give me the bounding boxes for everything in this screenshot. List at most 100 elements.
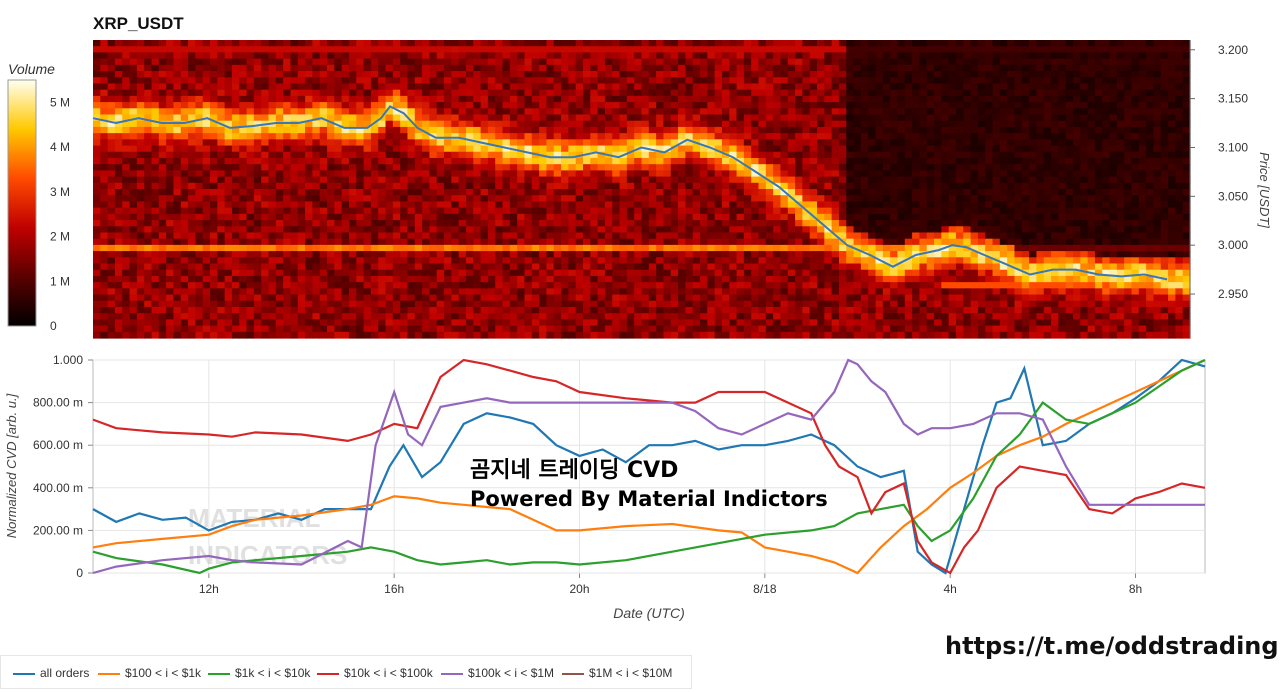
heatmap-cell — [253, 139, 262, 147]
heatmap-cell — [831, 282, 840, 289]
heatmap-cell — [407, 164, 416, 171]
heatmap-cell — [217, 164, 226, 171]
heatmap-cell — [451, 269, 460, 277]
heatmap-cell — [736, 319, 745, 327]
heatmap-cell — [656, 46, 665, 54]
heatmap-cell — [568, 95, 577, 103]
heatmap-cell — [648, 126, 657, 134]
heatmap-cell — [224, 201, 233, 209]
heatmap-cell — [780, 145, 789, 153]
heatmap-cell — [780, 120, 789, 128]
heatmap-cell — [692, 195, 701, 203]
heatmap-cell — [231, 58, 240, 66]
heatmap-cell — [195, 157, 204, 165]
heatmap-cell — [604, 114, 613, 122]
heatmap-cell — [217, 95, 226, 103]
heatmap-cell — [275, 145, 284, 153]
heatmap-cell — [458, 102, 467, 109]
heatmap-cell — [414, 226, 423, 234]
heatmap-cell — [93, 58, 101, 66]
heatmap-cell — [648, 133, 657, 140]
heatmap-cell — [100, 120, 109, 128]
heatmap-cell — [356, 331, 365, 339]
heatmap-cell — [246, 207, 255, 215]
heatmap-cell — [678, 257, 686, 265]
heatmap-cell — [773, 108, 782, 116]
heatmap-cell — [802, 213, 811, 221]
heatmap-cell — [787, 114, 796, 122]
heatmap-cell — [210, 182, 218, 190]
heatmap-cell — [678, 77, 686, 85]
heatmap-cell — [275, 52, 284, 60]
heatmap-cell — [773, 257, 782, 265]
heatmap-cell — [122, 226, 131, 234]
heatmap-cell — [210, 77, 218, 85]
heatmap-cell — [341, 52, 350, 60]
heatmap-cell — [524, 89, 533, 97]
heatmap-cell — [692, 108, 701, 116]
heatmap-cell — [458, 189, 467, 196]
heatmap-cell — [802, 226, 811, 234]
heatmap-cell — [641, 120, 650, 128]
heatmap-cell — [166, 251, 175, 258]
heatmap-cell — [678, 207, 686, 215]
heatmap-cell — [765, 58, 774, 66]
heatmap-cell — [707, 108, 716, 116]
heatmap-cell — [363, 139, 372, 147]
heatmap-cell — [700, 52, 708, 60]
heatmap-cell — [429, 313, 438, 320]
heatmap-cell — [648, 213, 657, 221]
heatmap-cell — [612, 182, 621, 190]
colorbar-tick-label: 3 M — [50, 185, 70, 199]
heatmap-cell — [531, 263, 540, 271]
heatmap-cell — [305, 226, 313, 234]
heatmap-cell — [407, 263, 416, 271]
heatmap-cell — [122, 282, 131, 289]
heatmap-cell — [663, 52, 672, 60]
heatmap-cell — [656, 64, 665, 72]
heatmap-cell — [495, 182, 504, 190]
heatmap-cell — [634, 275, 643, 283]
heatmap-cell — [590, 151, 599, 159]
heatmap-cell — [173, 263, 182, 271]
heatmap-cell — [290, 269, 299, 277]
heatmap-cell — [224, 325, 233, 333]
heatmap-cell — [626, 325, 635, 333]
heatmap-cell — [422, 269, 431, 277]
heatmap-cell — [465, 164, 474, 171]
heatmap-cell — [451, 108, 460, 116]
heatmap-cell — [502, 170, 511, 178]
heatmap-cell — [246, 313, 255, 320]
heatmap-cell — [604, 126, 613, 134]
heatmap-cell — [817, 114, 825, 122]
heatmap-cell — [685, 77, 694, 85]
heatmap-cell — [195, 139, 204, 147]
heatmap-cell — [356, 319, 365, 327]
heatmap-cell — [114, 251, 123, 258]
heatmap-cell — [561, 108, 569, 116]
heatmap-cell — [700, 120, 708, 128]
heatmap-cell — [765, 263, 774, 271]
heatmap-cell — [327, 58, 335, 66]
heatmap-cell — [444, 313, 452, 320]
heatmap-cell — [129, 126, 138, 134]
heatmap-cell — [407, 120, 416, 128]
heatmap-cell — [597, 257, 606, 265]
heatmap-cell — [297, 319, 306, 327]
heatmap-cell — [158, 40, 167, 47]
heatmap-cell — [502, 275, 511, 283]
heatmap-cell — [721, 71, 730, 78]
heatmap-cell — [773, 58, 782, 66]
heatmap-cell — [385, 269, 394, 277]
heatmap-cell — [93, 170, 101, 178]
heatmap-cell — [436, 331, 445, 339]
heatmap-cell — [714, 145, 723, 153]
heatmap-cell — [224, 52, 233, 60]
heatmap-cell — [239, 300, 248, 308]
heatmap-cell — [444, 238, 452, 246]
heatmap-cell — [144, 300, 153, 308]
heatmap-cell — [487, 108, 496, 116]
heatmap-cell — [217, 257, 226, 265]
heatmap-cell — [173, 102, 182, 109]
